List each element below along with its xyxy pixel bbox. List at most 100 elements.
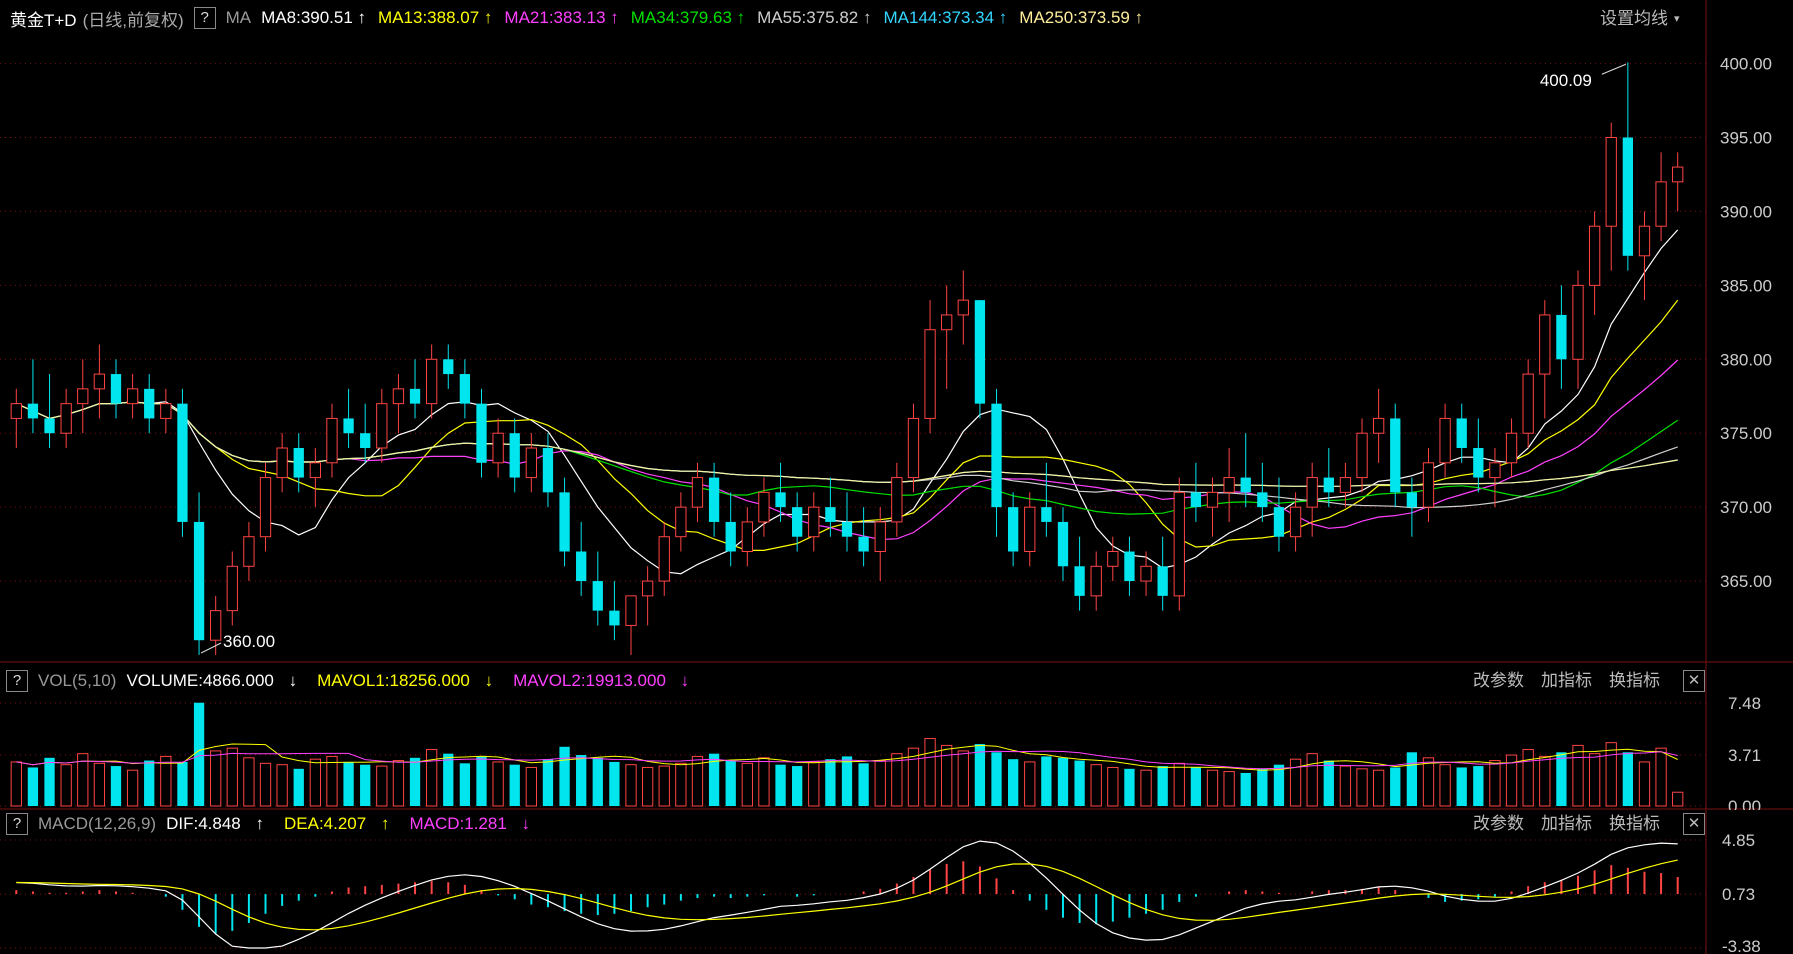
close-icon[interactable]: ✕ [1683, 813, 1705, 835]
volume-bar [1306, 753, 1318, 807]
vol-tick-label: 0.00 [1728, 797, 1761, 810]
volume-bar [27, 767, 39, 806]
candle [559, 477, 570, 567]
candle [1074, 536, 1085, 611]
volume-bar [592, 757, 603, 806]
volume-bar [576, 755, 587, 806]
candle [658, 521, 670, 596]
volume-bar [741, 762, 753, 807]
volume-bar [259, 762, 272, 807]
macd-label: MACD(12,26,9) [38, 814, 157, 833]
volume-bar [476, 756, 487, 806]
candle [874, 507, 886, 582]
candle [1372, 388, 1385, 463]
candle [376, 388, 388, 463]
switch-indicator-button[interactable]: 换指标 [1609, 671, 1660, 690]
help-icon[interactable]: ? [6, 813, 28, 835]
volume-bar [1422, 757, 1435, 807]
candle [1572, 270, 1584, 389]
volume-bar [1173, 762, 1185, 807]
candle [1556, 285, 1567, 389]
candle [1223, 448, 1235, 522]
ma-value-ma21: MA21:383.13 ↑ [504, 8, 619, 27]
candle [1622, 62, 1634, 271]
ma-line-250 [16, 401, 1678, 487]
volume-bar [309, 758, 322, 807]
candle [1140, 551, 1152, 596]
volume-bar [1672, 791, 1684, 807]
volume-bar [193, 702, 205, 806]
volume-bar [360, 764, 371, 806]
volume-bar [443, 753, 454, 806]
price-annotation-high: 400.09 [1540, 63, 1627, 90]
volume-bar [509, 764, 520, 806]
ma-header: 黄金T+D (日线,前复权) ? MA MA8:390.51 ↑ MA13:388… [0, 4, 1793, 32]
candle [426, 344, 438, 419]
close-icon[interactable]: ✕ [1683, 670, 1705, 692]
help-icon[interactable]: ? [193, 7, 216, 29]
volume-bar [808, 761, 820, 807]
instrument-title: 黄金T+D [10, 10, 77, 30]
candle [1422, 448, 1435, 522]
volume-chart: 7.48 3.71 0.00 [0, 663, 1793, 810]
candle [1124, 536, 1135, 596]
svg-text:360.00: 360.00 [223, 632, 275, 651]
price-tick-label: 400.00 [1720, 55, 1772, 74]
candle [957, 270, 969, 345]
volume-bar [708, 753, 720, 806]
ma-value-ma34: MA34:379.63 ↑ [630, 8, 746, 27]
volume-bar [1223, 771, 1235, 807]
volume-bar [957, 750, 969, 807]
candle [691, 462, 704, 522]
volume-bar [492, 761, 504, 807]
candle [808, 492, 820, 552]
volume-bar [725, 760, 736, 806]
volume-header: ? VOL(5,10) VOLUME:4866.000 ↓ MAVOL1:182… [0, 667, 1793, 695]
volume-bar [1206, 769, 1219, 807]
macd-value: MACD:1.281 ↓ [409, 814, 531, 833]
macd-tick-label: 0.73 [1722, 885, 1755, 904]
candle [144, 374, 155, 434]
volume-bar [409, 757, 421, 806]
volume-bar [1556, 752, 1567, 806]
candle [841, 492, 853, 552]
candle [675, 492, 687, 552]
candle [525, 433, 537, 493]
volume-bar [907, 747, 920, 807]
ma-value-ma8: MA8:390.51 ↑ [261, 8, 367, 27]
candle [293, 433, 304, 493]
mavol2-line [16, 750, 1678, 770]
volume-bar [641, 766, 654, 807]
volume-bar [691, 755, 704, 807]
candle [392, 374, 405, 434]
ma-settings-button[interactable]: 设置均线 ▾ [1600, 9, 1680, 28]
switch-indicator-button[interactable]: 换指标 [1609, 814, 1660, 833]
add-indicator-button[interactable]: 加指标 [1541, 814, 1592, 833]
candle [725, 492, 736, 567]
change-params-button[interactable]: 改参数 [1473, 814, 1524, 833]
svg-text:400.09: 400.09 [1540, 71, 1592, 90]
volume-bar [1505, 754, 1518, 807]
change-params-button[interactable]: 改参数 [1473, 671, 1524, 690]
ma-label: MA [225, 8, 252, 27]
candle [459, 359, 471, 419]
ma-values: MA8:390.51 ↑ MA13:388.07 ↑ MA21:383.13 ↑ MA… [261, 8, 1155, 28]
macd-tick-label: 4.85 [1722, 831, 1755, 850]
price-tick-label: 375.00 [1720, 424, 1772, 443]
volume-bar [276, 764, 288, 807]
ma-value-ma13: MA13:388.07 ↑ [378, 8, 493, 27]
help-icon[interactable]: ? [6, 670, 28, 692]
candle [276, 433, 288, 493]
volume-bar [1240, 772, 1251, 806]
candle [1406, 477, 1418, 537]
candle [193, 492, 205, 655]
candle [1655, 152, 1667, 241]
candle [625, 595, 637, 655]
volume-bar [542, 759, 554, 806]
volume-bar [60, 764, 72, 807]
price-tick-label: 380.00 [1720, 350, 1772, 369]
candlestick-chart: 400.00 395.00 390.00 385.00 380.00 375.00 370.… [0, 0, 1793, 663]
add-indicator-button[interactable]: 加指标 [1541, 671, 1592, 690]
volume-bar [210, 750, 222, 807]
macd-tick-label: -3.38 [1722, 937, 1761, 954]
